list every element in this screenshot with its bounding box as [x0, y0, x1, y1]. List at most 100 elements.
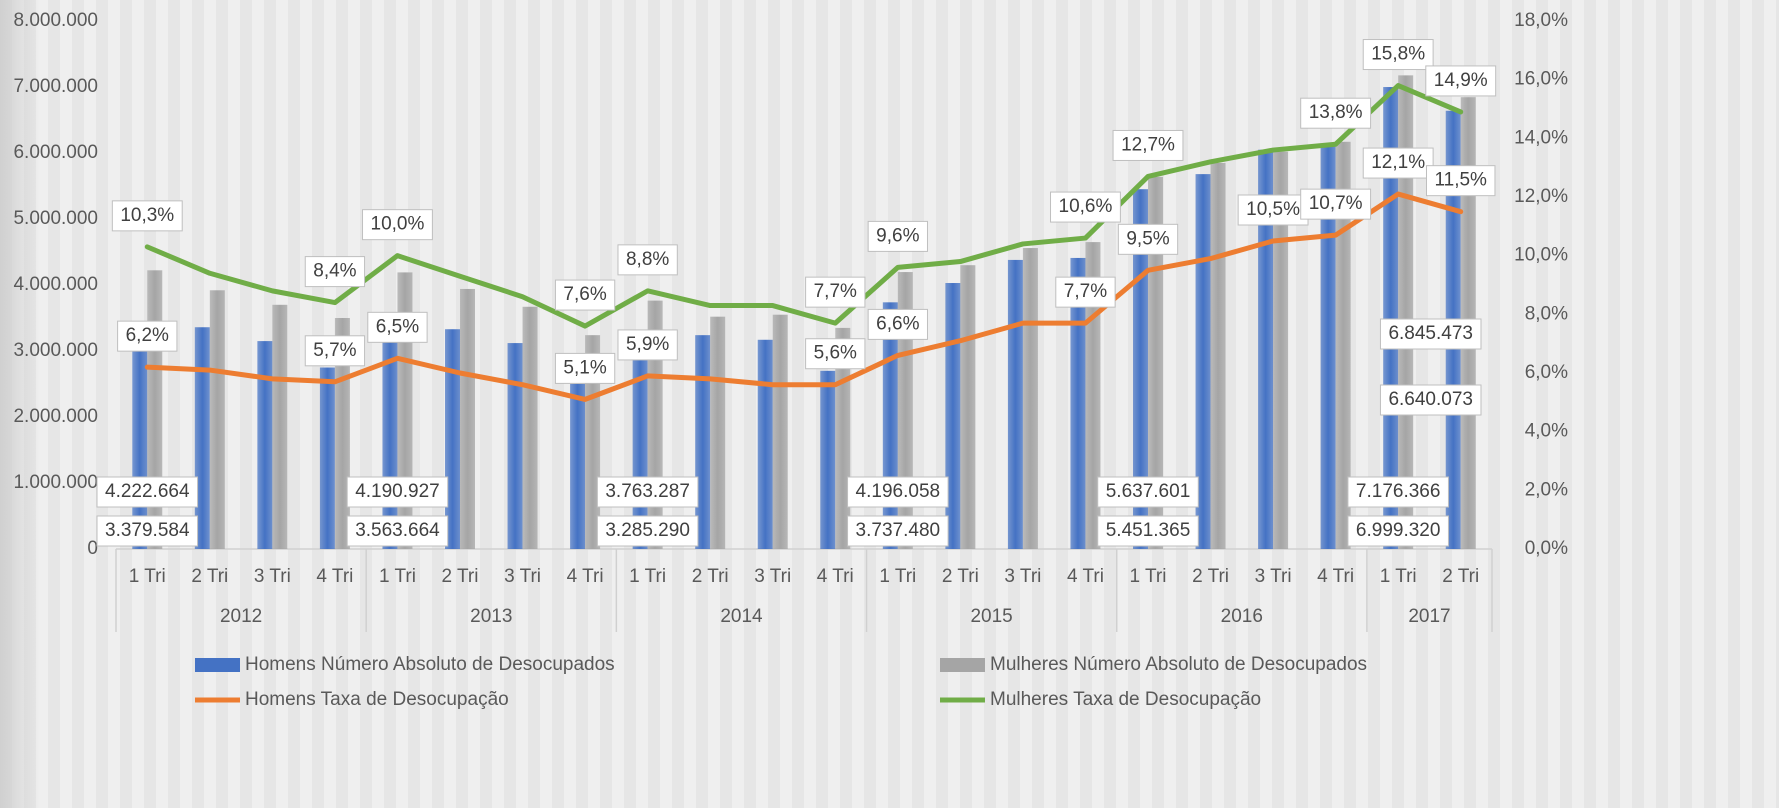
x-tick-label: 4 Tri	[1067, 566, 1104, 587]
bar	[460, 288, 475, 549]
data-label: 6.845.473	[1388, 323, 1473, 344]
bar	[319, 367, 335, 549]
x-tick-label: 2 Tri	[442, 566, 479, 587]
data-label: 10,6%	[1059, 196, 1113, 217]
data-label-box	[96, 476, 199, 508]
data-label: 13,8%	[1309, 102, 1363, 123]
data-label: 7,7%	[1064, 281, 1107, 302]
x-tick-label: 1 Tri	[129, 566, 166, 587]
data-label: 9,5%	[1126, 228, 1169, 249]
data-label-box	[111, 200, 183, 232]
data-label-box	[805, 338, 866, 370]
data-label-box	[1097, 515, 1199, 547]
line	[144, 83, 1464, 329]
bar	[772, 314, 788, 549]
data-label: 6.999.320	[1356, 520, 1441, 541]
bar	[445, 329, 460, 549]
y-tick-label: 6.000.000	[13, 142, 98, 163]
group-label: 2016	[1221, 606, 1263, 627]
data-label-box	[1347, 476, 1449, 508]
data-label: 9,6%	[876, 225, 919, 246]
bar	[522, 306, 538, 549]
y2-tick-label: 0,0%	[1525, 538, 1568, 559]
bar	[1022, 248, 1038, 550]
x-tick-label: 4 Tri	[316, 566, 353, 587]
bar	[1007, 259, 1023, 549]
data-label: 5.451.365	[1106, 520, 1191, 541]
data-label-box	[362, 209, 433, 241]
bar	[1210, 162, 1226, 549]
data-label: 10,3%	[120, 205, 174, 226]
data-label: 6.640.073	[1388, 389, 1473, 410]
bar	[695, 335, 711, 549]
y2-tick-label: 12,0%	[1514, 186, 1568, 207]
legend-label: Mulheres Número Absoluto de Desocupados	[990, 654, 1367, 675]
data-label: 6,2%	[126, 325, 169, 346]
data-label: 7,7%	[814, 281, 857, 302]
data-label: 14,9%	[1434, 70, 1488, 91]
x-tick-label: 3 Tri	[754, 566, 791, 587]
x-tick-label: 1 Tri	[629, 566, 666, 587]
x-tick-label: 4 Tri	[567, 566, 604, 587]
y-tick-label: 8.000.000	[13, 10, 98, 31]
legend-label: Mulheres Taxa de Desocupação	[990, 689, 1261, 710]
x-tick-label: 2 Tri	[1442, 566, 1479, 587]
bar	[960, 265, 976, 549]
x-tick-label: 1 Tri	[879, 566, 916, 587]
bar	[710, 316, 726, 549]
background-edge	[0, 0, 40, 808]
y-tick-label: 5.000.000	[13, 208, 98, 229]
data-label-box	[847, 476, 949, 508]
group-label: 2015	[970, 606, 1012, 627]
legend-label: Homens Número Absoluto de Desocupados	[245, 654, 615, 675]
bar	[209, 290, 225, 549]
y-tick-label: 0	[87, 538, 98, 559]
data-label: 3.379.584	[105, 520, 190, 541]
y-tick-label: 7.000.000	[13, 76, 98, 97]
data-label-box	[847, 515, 949, 547]
data-label: 4.196.058	[856, 481, 941, 502]
data-label: 12,1%	[1371, 152, 1425, 173]
x-tick-label: 2 Tri	[942, 566, 979, 587]
bar	[1320, 146, 1336, 549]
group-label: 2014	[720, 606, 763, 627]
data-label-box	[617, 329, 678, 361]
data-label: 3.563.664	[355, 520, 440, 541]
x-tick-label: 3 Tri	[1004, 566, 1041, 587]
data-label-box	[346, 515, 449, 547]
data-label-box	[1050, 191, 1121, 223]
bar	[1335, 141, 1351, 549]
y2-tick-label: 14,0%	[1514, 127, 1568, 148]
data-label-box	[1300, 97, 1372, 129]
data-label-box	[304, 335, 366, 367]
x-tick-label: 1 Tri	[379, 566, 416, 587]
bar	[1258, 149, 1274, 549]
data-label-box	[867, 308, 928, 340]
data-label-box	[1362, 39, 1434, 71]
data-label-box	[554, 352, 616, 384]
y-tick-label: 2.000.000	[13, 406, 98, 427]
data-label: 10,0%	[371, 214, 425, 235]
data-label: 15,8%	[1371, 44, 1425, 65]
x-tick-label: 4 Tri	[817, 566, 854, 587]
data-label: 8,4%	[313, 261, 356, 282]
data-label-box	[1055, 276, 1116, 308]
data-label-box	[554, 279, 616, 311]
bar	[1273, 151, 1289, 549]
group-label: 2012	[220, 606, 262, 627]
bar	[757, 339, 773, 549]
data-label-box	[1112, 129, 1184, 161]
x-tick-label: 2 Tri	[191, 566, 228, 587]
data-label-box	[96, 515, 199, 547]
y2-tick-label: 10,0%	[1514, 245, 1568, 266]
data-label: 4.222.664	[105, 481, 190, 502]
y2-tick-label: 2,0%	[1525, 479, 1568, 500]
data-label: 3.737.480	[856, 520, 941, 541]
data-label: 5,6%	[814, 343, 857, 364]
bar	[1195, 174, 1211, 549]
bar	[820, 370, 836, 549]
data-label: 5,1%	[563, 357, 606, 378]
y-tick-label: 4.000.000	[13, 274, 98, 295]
group-label: 2017	[1408, 606, 1450, 627]
